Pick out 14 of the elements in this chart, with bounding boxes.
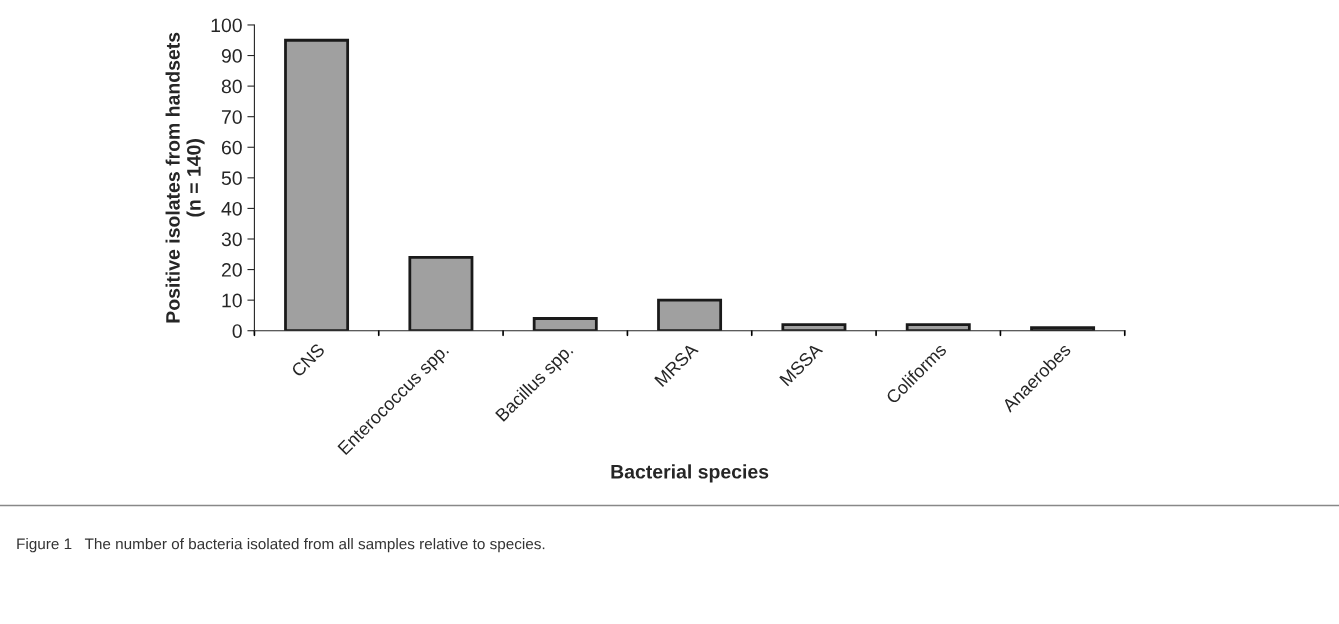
y-tick-label: 80: [221, 79, 242, 94]
y-tick-label: 70: [221, 110, 242, 124]
y-tick-label: 0: [232, 324, 242, 338]
y-tick-label: 30: [221, 232, 242, 247]
y-tick-label: 90: [221, 49, 242, 63]
y-tick-label: 100: [211, 18, 242, 33]
x-axis-title: Bacterial species: [611, 464, 769, 483]
y-axis-title: Positive isolates from handsets (n = 140): [165, 32, 205, 323]
y-tick-label: 20: [221, 263, 242, 277]
y-tick-label: 50: [221, 171, 242, 186]
y-tick-label: 40: [221, 201, 242, 216]
y-tick-label: 60: [221, 140, 242, 155]
y-tick-label: 10: [222, 293, 242, 308]
caption: Figure 1 The number of bacteria isolated from all samples relative to species.: [17, 538, 545, 553]
